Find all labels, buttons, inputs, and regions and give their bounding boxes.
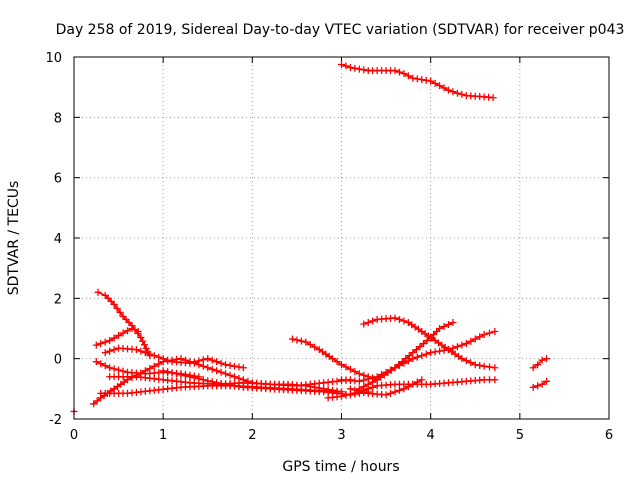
series-s15 xyxy=(346,376,426,399)
y-tick-label: 0 xyxy=(54,353,62,368)
series-s4 xyxy=(101,344,247,372)
y-tick-label: -2 xyxy=(49,413,62,428)
x-tick-label: 3 xyxy=(337,428,345,443)
y-tick-label: 6 xyxy=(54,172,62,187)
x-tick-label: 1 xyxy=(159,428,167,443)
y-axis-label: SDTVAR / TECUs xyxy=(6,181,22,296)
plot-frame xyxy=(73,56,610,420)
series-s16 xyxy=(529,355,551,372)
x-axis-label: GPS time / hours xyxy=(282,459,399,475)
series-s13 xyxy=(360,314,499,372)
x-tick-label: 4 xyxy=(427,428,435,443)
series-s6 xyxy=(90,355,345,408)
y-tick-labels: -2 0 2 4 6 8 10 xyxy=(45,51,62,428)
x-tick-labels: 0 1 2 3 4 5 6 xyxy=(70,428,613,443)
series-s14 xyxy=(355,318,457,393)
x-tick-label: 5 xyxy=(516,428,524,443)
y-tick-label: 4 xyxy=(54,232,62,247)
series-s10 xyxy=(288,335,381,384)
series-s17 xyxy=(529,377,551,391)
y-tick-label: 2 xyxy=(54,292,62,307)
x-tick-label: 0 xyxy=(70,428,78,443)
x-tick-label: 2 xyxy=(248,428,256,443)
chart-title: Day 258 of 2019, Sidereal Day-to-day VTE… xyxy=(56,22,625,38)
series-s12 xyxy=(338,328,499,385)
x-tick-label: 6 xyxy=(605,428,613,443)
y-tick-label: 10 xyxy=(45,51,62,66)
series-s1 xyxy=(338,61,497,102)
series-s3 xyxy=(92,325,142,349)
data-series xyxy=(70,61,551,415)
grid xyxy=(74,57,609,419)
y-tick-label: 8 xyxy=(54,111,62,126)
